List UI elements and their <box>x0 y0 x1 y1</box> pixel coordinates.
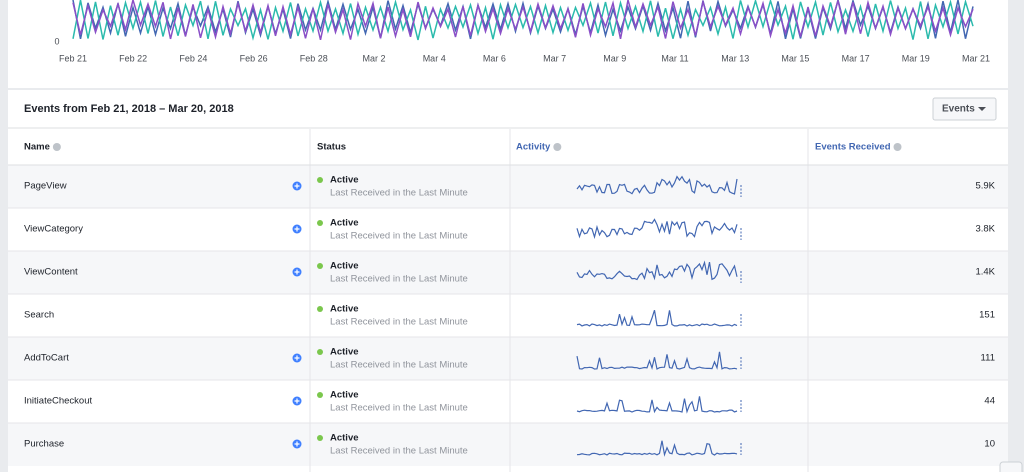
x-label: Mar 4 <box>423 53 446 63</box>
add-plus <box>294 355 300 361</box>
trend-line <box>72 0 974 41</box>
x-label: Mar 2 <box>362 53 385 63</box>
status-detail: Last Received in the Last Minute <box>330 403 468 414</box>
events-received: 5.9K <box>975 181 995 192</box>
row-bg <box>8 294 1008 337</box>
sparkline <box>576 310 738 327</box>
chart-lines <box>72 0 974 41</box>
x-label: Mar 17 <box>842 53 870 63</box>
status: Active <box>330 304 359 315</box>
x-label: Mar 13 <box>721 53 749 63</box>
status-detail: Last Received in the Last Minute <box>330 446 468 457</box>
status-detail: Last Received in the Last Minute <box>330 231 468 242</box>
events-received: 1.4K <box>975 267 995 278</box>
y-label: 0 <box>54 36 59 46</box>
status: Active <box>330 433 359 444</box>
trend-line <box>72 0 974 40</box>
row-bg <box>8 251 1008 294</box>
status-dot <box>317 435 323 441</box>
status-detail: Last Received in the Last Minute <box>330 188 468 199</box>
status: Active <box>330 347 359 358</box>
header-row <box>8 129 1008 165</box>
status: Active <box>330 390 359 401</box>
x-label: Feb 24 <box>179 53 207 63</box>
event-name: Purchase <box>24 439 64 450</box>
status: Active <box>330 218 359 229</box>
status-dot <box>317 177 323 183</box>
event-name: InitiateCheckout <box>24 396 92 407</box>
dropdown-arrow <box>978 107 986 111</box>
status-dot <box>317 392 323 398</box>
info-icon <box>52 143 61 151</box>
event-name: Search <box>24 310 54 321</box>
info-icon <box>553 143 562 151</box>
x-label: Feb 21 <box>59 53 87 63</box>
add-plus <box>294 269 300 275</box>
status: Active <box>330 261 359 272</box>
event-name: ViewCategory <box>24 224 83 235</box>
x-label: Feb 22 <box>119 53 147 63</box>
x-label: Mar 6 <box>483 53 506 63</box>
status-dot <box>317 349 323 355</box>
status-dot <box>317 263 323 269</box>
sparkline <box>576 218 738 240</box>
sparkline <box>576 440 738 457</box>
sparkline <box>576 175 738 195</box>
row-bg <box>8 380 1008 423</box>
row-bg <box>8 337 1008 380</box>
status-dot <box>317 306 323 312</box>
status-detail: Last Received in the Last Minute <box>330 360 468 371</box>
event-name: ViewContent <box>24 267 78 278</box>
x-label: Mar 9 <box>603 53 626 63</box>
column-header: Status <box>317 142 346 153</box>
events-received: 10 <box>984 439 995 450</box>
x-label: Mar 21 <box>962 53 990 63</box>
x-label: Mar 15 <box>781 53 809 63</box>
events-button-label[interactable]: Events <box>942 104 975 115</box>
x-label: Feb 26 <box>240 53 268 63</box>
table-title: Events from Feb 21, 2018 – Mar 20, 2018 <box>24 103 234 115</box>
add-plus <box>294 226 300 232</box>
column-header: Activity <box>516 142 551 153</box>
row-bg <box>8 208 1008 251</box>
column-header: Name <box>24 142 50 153</box>
sparkline <box>576 396 738 414</box>
column-header: Events Received <box>815 142 891 153</box>
status: Active <box>330 175 359 186</box>
x-label: Mar 11 <box>661 53 688 63</box>
help-button <box>999 461 1023 472</box>
x-label: Mar 7 <box>543 53 566 63</box>
events-received: 111 <box>981 353 995 364</box>
row-bg <box>8 423 1008 466</box>
sparkline <box>576 351 738 371</box>
events-received: 3.8K <box>975 224 995 235</box>
status-dot <box>317 220 323 226</box>
status-detail: Last Received in the Last Minute <box>330 274 468 285</box>
info-icon <box>893 143 902 151</box>
add-plus <box>294 398 300 404</box>
add-plus <box>294 183 300 189</box>
events-received: 44 <box>984 396 995 407</box>
x-label: Mar 19 <box>902 53 930 63</box>
status-detail: Last Received in the Last Minute <box>330 317 468 328</box>
add-plus <box>294 441 300 447</box>
row-bg <box>8 165 1008 208</box>
x-label: Feb 28 <box>300 53 328 63</box>
events-button[interactable] <box>932 97 997 121</box>
events-received: 151 <box>979 310 995 321</box>
event-name: AddToCart <box>24 353 69 364</box>
sparkline <box>576 260 738 281</box>
event-name: PageView <box>24 181 67 192</box>
